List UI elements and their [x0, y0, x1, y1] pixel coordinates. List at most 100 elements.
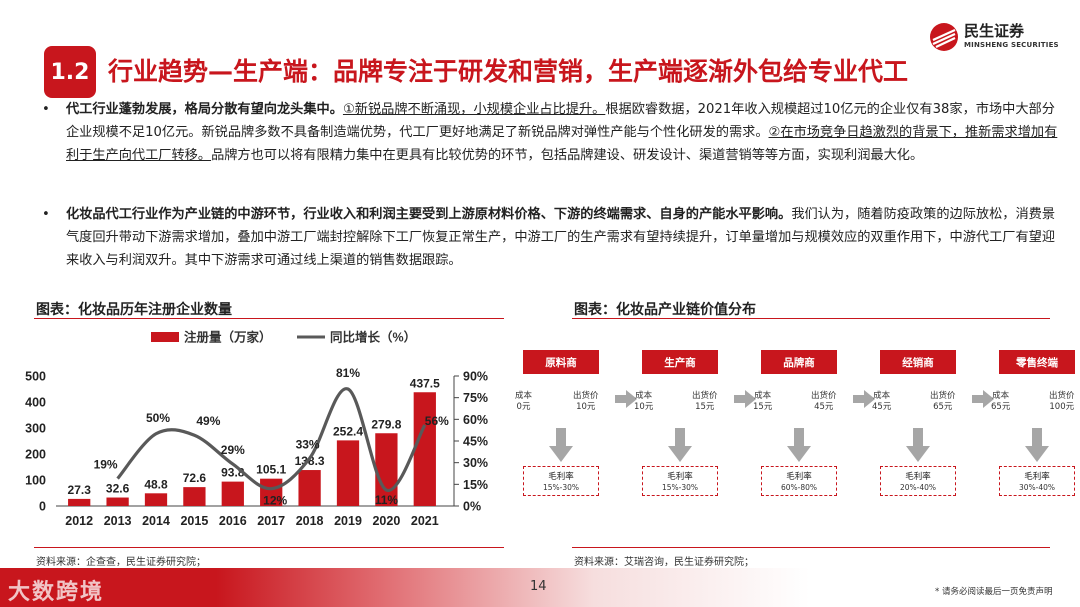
- stage-price-label: 出货价: [1049, 391, 1075, 401]
- line-value-label: 56%: [425, 414, 449, 428]
- x-tick-label: 2012: [65, 514, 93, 528]
- x-tick-label: 2014: [142, 514, 170, 528]
- bar: [221, 481, 244, 506]
- right-chart-title: 图表：化妆品产业链价值分布: [574, 302, 756, 318]
- stage-cost-label: 成本: [992, 391, 1010, 401]
- x-tick-label: 2013: [104, 514, 132, 528]
- margin-value: 15%-30%: [542, 483, 580, 492]
- down-arrow-icon: [787, 428, 811, 462]
- stage-cost-value: 15元: [753, 402, 773, 412]
- line-value-label: 33%: [296, 437, 320, 451]
- margin-box: 毛利率 15%-30%: [642, 466, 718, 496]
- x-tick-label: 2020: [372, 514, 400, 528]
- margin-label: 毛利率: [786, 472, 812, 482]
- margin-value: 20%-40%: [899, 483, 937, 492]
- y-left-tick: 0: [39, 500, 46, 514]
- x-tick-label: 2021: [411, 514, 439, 528]
- bar: [336, 440, 360, 506]
- margin-box: 毛利率 30%-40%: [999, 466, 1075, 496]
- page-title: 行业趋势—生产端：品牌专注于研发和营销，生产端逐渐外包给专业代工: [108, 57, 909, 86]
- stage-cost: 成本 45元: [872, 391, 891, 413]
- legend-bar-swatch: [151, 332, 179, 342]
- stage-price-label: 出货价: [930, 391, 956, 401]
- disclaimer-text: * 请务必阅读最后一页免责声明: [935, 587, 1053, 597]
- line-value-label: 12%: [263, 494, 287, 508]
- margin-box: 毛利率 15%-30%: [523, 466, 599, 496]
- stage-cost-value: 45元: [872, 402, 892, 412]
- stage-box: 经销商: [880, 350, 956, 374]
- line-value-label: 81%: [336, 366, 360, 380]
- stage-box: 原料商: [523, 350, 599, 374]
- stage-price: 出货价 65元: [930, 391, 956, 413]
- bullet-1-heading: 代工行业蓬勃发展，格局分散有望向龙头集中。: [66, 102, 343, 117]
- bar-value-label: 437.5: [410, 376, 440, 390]
- y-left-tick: 300: [25, 422, 46, 436]
- stage-cost: 成本 65元: [991, 391, 1010, 413]
- bar: [413, 392, 436, 506]
- bar-value-label: 72.6: [183, 471, 207, 485]
- stage-price-value: 45元: [814, 402, 834, 412]
- y-right-tick: 30%: [463, 456, 488, 470]
- value-chain-diagram: 原料商 成本 0元 出货价 10元 毛利率 15%-30% 生产商 成本 10元 出货价 15元 毛利率…: [515, 340, 1080, 540]
- stage-cost-label: 成本: [515, 391, 533, 401]
- stage-price-value: 10元: [576, 402, 596, 412]
- stage-cost-label: 成本: [873, 391, 891, 401]
- x-tick-label: 2016: [219, 514, 247, 528]
- stage-price-label: 出货价: [692, 391, 718, 401]
- left-chart-rule: [34, 318, 504, 319]
- bullet-1-text-2: 品牌方也可以将有限精力集中在更具有比较优势的环节，包括品牌建设、研发设计、渠道营…: [211, 148, 924, 163]
- y-right-tick: 75%: [463, 391, 488, 405]
- left-chart-title: 图表：化妆品历年注册企业数量: [36, 302, 232, 318]
- logo-mark-icon: [930, 23, 958, 51]
- line-value-label: 50%: [146, 411, 170, 425]
- right-chart-bottom-rule: [572, 547, 1050, 548]
- stage-price-value: 15元: [695, 402, 715, 412]
- y-right-tick: 45%: [463, 435, 488, 449]
- stage-cost: 成本 0元: [515, 391, 532, 413]
- x-tick-label: 2019: [334, 514, 362, 528]
- watermark: 大数跨境: [8, 580, 105, 605]
- left-chart-bottom-rule: [34, 547, 504, 548]
- bullet-1-point-2: ②在市场竞争日趋激烈的背景下，推新需求增加有利于生产向代工厂转移。: [66, 125, 1058, 163]
- bullet-1: • 代工行业蓬勃发展，格局分散有望向龙头集中。①新锐品牌不断涌现，小规模企业占比…: [42, 98, 1062, 167]
- right-arrow-icon: [972, 390, 994, 408]
- stage-price: 出货价 10元: [573, 391, 599, 413]
- bar-value-label: 32.6: [106, 482, 130, 496]
- logo-name-cn: 民生证券: [964, 22, 1025, 40]
- stage-box: 零售终端: [999, 350, 1075, 374]
- down-arrow-icon: [549, 428, 573, 462]
- registration-chart: 注册量（万家） 同比增长（%） 0 100 200 300 400 500 0% 15% 30% 45…: [25, 330, 488, 529]
- line-value-label: 29%: [221, 443, 245, 457]
- down-arrow-icon: [1025, 428, 1049, 462]
- margin-value: 30%-40%: [1018, 483, 1056, 492]
- margin-label: 毛利率: [905, 472, 931, 482]
- stage-cost-value: 0元: [516, 402, 531, 412]
- y-right-tick: 90%: [463, 370, 488, 384]
- footer-bar: [0, 568, 1080, 607]
- legend-line-label: 同比增长（%）: [330, 330, 416, 345]
- x-tick-label: 2018: [296, 514, 324, 528]
- line-value-label: 11%: [375, 493, 399, 507]
- right-arrow-icon: [734, 390, 756, 408]
- stage-cost-label: 成本: [635, 391, 653, 401]
- stage-price: 出货价 100元: [1049, 391, 1075, 413]
- stage-price-value: 100元: [1049, 402, 1075, 412]
- bullet-dot: •: [42, 207, 50, 222]
- bar: [183, 487, 206, 506]
- bar-value-label: 279.8: [371, 417, 401, 431]
- bullet-2: • 化妆品代工行业作为产业链的中游环节，行业收入和利润主要受到上游原材料价格、下…: [42, 203, 1062, 272]
- stage-price-label: 出货价: [573, 391, 599, 401]
- stage-price: 出货价 15元: [692, 391, 718, 413]
- company-logo: 民生证券 MINSHENG SECURITIES: [928, 20, 1059, 56]
- bar: [106, 497, 129, 506]
- stage-cost-label: 成本: [754, 391, 772, 401]
- stage-cost-value: 65元: [991, 402, 1011, 412]
- bullet-1-point-1: ①新锐品牌不断涌现，小规模企业占比提升。: [342, 102, 606, 117]
- bar: [68, 498, 91, 506]
- line-value-label: 19%: [94, 458, 118, 472]
- section-number-badge: 1.2: [44, 46, 96, 98]
- left-chart-source: 资料来源：企查查，民生证券研究院；: [36, 557, 206, 568]
- y-left-tick: 400: [25, 396, 46, 410]
- bar-value-label: 27.3: [68, 483, 92, 497]
- bar: [298, 470, 321, 506]
